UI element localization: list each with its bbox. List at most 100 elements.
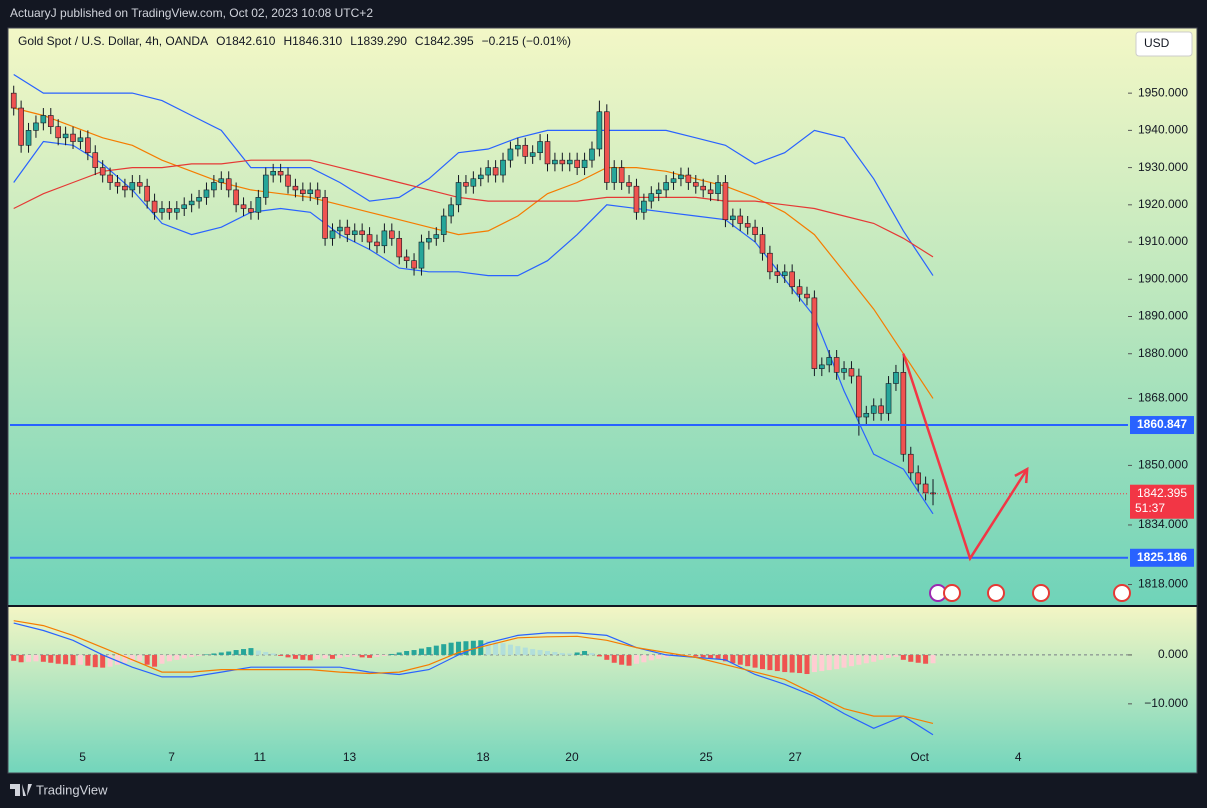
histogram-bar bbox=[233, 650, 239, 655]
x-tick-label: 18 bbox=[476, 750, 490, 764]
histogram-bar bbox=[752, 654, 758, 668]
candle-body bbox=[166, 208, 173, 213]
histogram-bar bbox=[737, 654, 743, 665]
candle-body bbox=[848, 368, 855, 377]
histogram-bar bbox=[700, 654, 706, 658]
histogram-bar bbox=[708, 654, 714, 659]
histogram-bar bbox=[834, 654, 840, 670]
histogram-bar bbox=[144, 654, 150, 665]
candle-body bbox=[752, 226, 758, 235]
candle-body bbox=[77, 137, 84, 142]
x-tick-label: Oct bbox=[910, 750, 929, 764]
histogram-bar bbox=[211, 653, 217, 655]
histogram-bar bbox=[107, 654, 113, 667]
histogram-bar bbox=[530, 649, 536, 655]
histogram-bar bbox=[493, 642, 499, 655]
histogram-bar bbox=[278, 654, 284, 656]
candle-body bbox=[759, 234, 766, 254]
candle-body bbox=[641, 200, 647, 213]
candle-body bbox=[841, 368, 847, 373]
candle-body bbox=[285, 174, 291, 187]
candle-body bbox=[515, 144, 521, 150]
y-tick-label: 1850.000 bbox=[1138, 458, 1188, 472]
candle-body bbox=[730, 215, 736, 221]
candle-body bbox=[418, 241, 425, 269]
candle-body bbox=[18, 107, 24, 146]
candle-body bbox=[581, 159, 588, 168]
candle-body bbox=[337, 226, 343, 232]
candle-body bbox=[329, 230, 336, 239]
histogram-bar bbox=[92, 654, 98, 668]
histogram-bar bbox=[545, 651, 550, 655]
candle-body bbox=[188, 200, 195, 206]
histogram-bar bbox=[285, 654, 291, 658]
candle-body bbox=[70, 133, 76, 142]
candle-body bbox=[789, 271, 795, 288]
candle-body bbox=[574, 159, 580, 168]
histogram-bar bbox=[923, 654, 929, 664]
event-icons bbox=[929, 584, 1131, 602]
histogram-bar bbox=[811, 654, 817, 673]
candle-body bbox=[440, 215, 447, 235]
legend-title: Gold Spot / U.S. Dollar, 4h, OANDA O1842.… bbox=[18, 34, 571, 48]
indicator-line bbox=[13, 73, 934, 276]
candle-body bbox=[811, 297, 818, 369]
y-tick-label: 1880.000 bbox=[1138, 346, 1188, 360]
candle-body bbox=[863, 412, 870, 418]
histogram-bar bbox=[871, 654, 877, 662]
level-label-box bbox=[1130, 548, 1194, 567]
candle-body bbox=[55, 126, 61, 139]
candle-body bbox=[744, 223, 751, 228]
candle-body bbox=[233, 189, 239, 206]
level-label-box bbox=[1130, 416, 1194, 435]
candle-body bbox=[374, 241, 380, 247]
histogram-bar bbox=[589, 652, 595, 655]
candle-body bbox=[255, 197, 262, 213]
currency-button[interactable] bbox=[1135, 31, 1193, 57]
candle-body bbox=[589, 148, 595, 161]
histogram-bar bbox=[559, 652, 565, 655]
currency[interactable]: USD bbox=[1144, 36, 1170, 50]
histogram-bar bbox=[367, 654, 373, 658]
candle-body bbox=[129, 182, 136, 191]
indicator-line bbox=[13, 620, 934, 724]
histogram-bar bbox=[626, 654, 632, 666]
histogram-bar bbox=[930, 654, 936, 664]
candle-body bbox=[322, 197, 328, 239]
histogram-bar bbox=[174, 654, 180, 660]
candle-body bbox=[411, 260, 417, 269]
candle-body bbox=[107, 174, 113, 183]
histogram-bar bbox=[552, 652, 558, 655]
histogram-bar bbox=[537, 650, 543, 655]
histogram-bar bbox=[507, 644, 513, 655]
histogram-bar bbox=[826, 654, 832, 671]
legend-value: L1839.290 bbox=[350, 34, 407, 48]
x-tick-label: 5 bbox=[79, 750, 86, 764]
histogram-bar bbox=[693, 654, 699, 657]
candle-body bbox=[211, 182, 217, 191]
candle-body bbox=[678, 174, 684, 180]
candle-body bbox=[47, 115, 54, 127]
x-tick-label: 27 bbox=[788, 750, 802, 764]
histogram-bar bbox=[567, 653, 573, 655]
candle-body bbox=[707, 189, 714, 194]
candle-body bbox=[114, 182, 121, 187]
indicator-line bbox=[13, 107, 934, 399]
candle-body bbox=[893, 372, 899, 384]
candle-body bbox=[33, 122, 39, 131]
histogram-bar bbox=[181, 654, 187, 659]
y-tick-label: 1950.000 bbox=[1138, 85, 1188, 99]
histogram-bar bbox=[122, 654, 128, 663]
candle-body bbox=[433, 234, 440, 239]
histogram-bar bbox=[745, 654, 751, 667]
arrow-drawing bbox=[902, 353, 1029, 562]
y-tick-label: 1818.000 bbox=[1138, 577, 1188, 591]
candle-body bbox=[136, 182, 143, 187]
candle-body bbox=[477, 174, 484, 180]
candle-body bbox=[270, 171, 276, 176]
candle-body bbox=[722, 182, 729, 221]
y-tick-label: 1834.000 bbox=[1138, 517, 1188, 531]
level-label: 1825.186 bbox=[1137, 550, 1187, 564]
histogram-bar bbox=[218, 652, 224, 655]
candle-body bbox=[930, 492, 936, 495]
